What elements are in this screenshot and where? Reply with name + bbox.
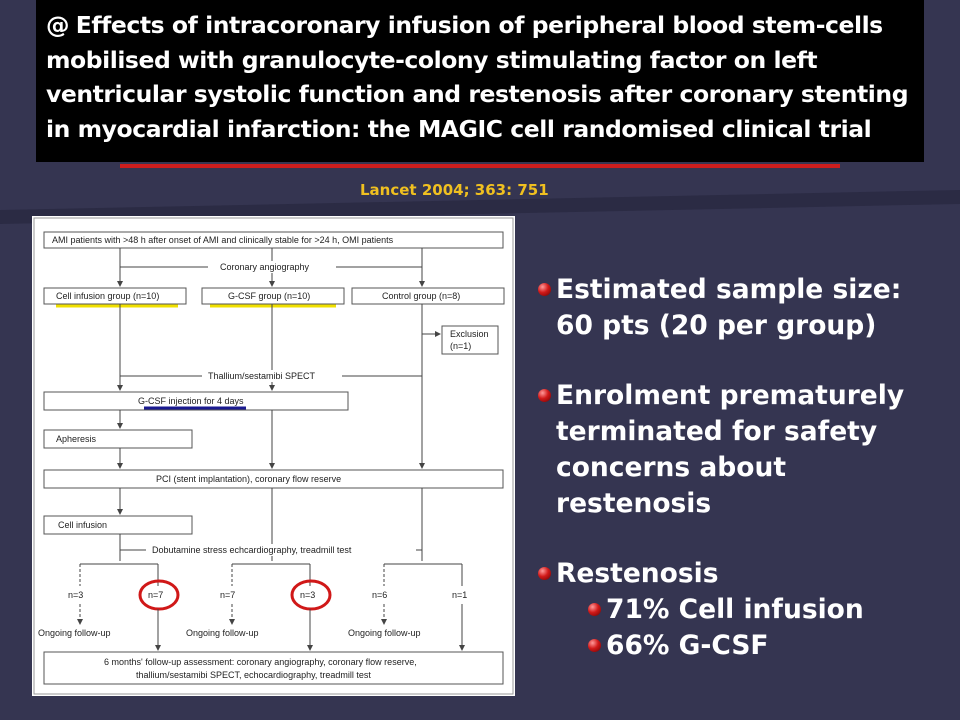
count-cell-ongoing: n=3 — [68, 590, 83, 600]
text-cell-infusion: Cell infusion — [58, 520, 107, 530]
text-cell-group: Cell infusion group (n=10) — [56, 291, 159, 301]
bullet-restenosis: Restenosis — [538, 556, 958, 592]
count-control-ongoing: n=6 — [372, 590, 387, 600]
box-eligibility — [43, 231, 504, 249]
title-line-3: ventricular systolic function and resten… — [46, 80, 909, 108]
text-followup-gcsf: Ongoing follow-up — [186, 628, 259, 638]
text-apheresis: Apheresis — [56, 434, 97, 444]
box-apheresis — [43, 429, 193, 449]
text-final-line-1: 6 months' follow-up assessment: coronary… — [104, 657, 417, 667]
text-spect: Thallium/sestamibi SPECT — [208, 371, 316, 381]
red-bullet-icon — [538, 283, 551, 296]
box-final-assessment — [43, 651, 504, 685]
text-dobutamine: Dobutamine stress echcardiography, tread… — [152, 545, 352, 555]
bullet-enrolment-line-4: restenosis — [556, 488, 712, 519]
text-gcsf-injection: G-CSF injection for 4 days — [138, 396, 244, 406]
key-points: Estimated sample size: 60 pts (20 per gr… — [538, 272, 958, 664]
bullet-enrolment-line-3: concerns about — [556, 452, 786, 483]
text-pci: PCI (stent implantation), coronary flow … — [156, 474, 341, 484]
box-exclusion — [441, 325, 499, 355]
sub-bullet-gcsf: 66% G-CSF — [588, 628, 958, 664]
sub-bullet-gcsf-text: 66% G-CSF — [606, 630, 769, 661]
bullet-restenosis-label: Restenosis — [556, 558, 719, 589]
bullet-enrolment-line-1: Enrolment prematurely — [556, 380, 905, 411]
red-bullet-icon — [588, 603, 601, 616]
box-gcsf-injection — [43, 391, 349, 411]
box-gcsf-group — [201, 287, 345, 305]
text-eligibility: AMI patients with >48 h after onset of A… — [52, 235, 394, 245]
flowchart-svg: AMI patients with >48 h after onset of A… — [33, 217, 514, 695]
text-followup-control: Ongoing follow-up — [348, 628, 421, 638]
lancet-logo-icon: @ — [46, 11, 70, 39]
title-box: @ Effects of intracoronary infusion of p… — [36, 0, 924, 162]
title-line-2: mobilised with granulocyte-colony stimul… — [46, 45, 818, 74]
citation: Lancet 2004; 363: 751 — [360, 181, 549, 199]
box-cell-group — [43, 287, 187, 305]
highlight-circle-cell — [138, 579, 180, 611]
text-final-line-2: thallium/sestamibi SPECT, echocardiograp… — [136, 670, 371, 680]
count-gcsf-ongoing: n=7 — [220, 590, 235, 600]
bullet-sample-line-2: 60 pts (20 per group) — [556, 310, 877, 341]
count-cell-complete: n=7 — [148, 590, 163, 600]
box-cell-infusion — [43, 515, 193, 535]
sub-bullet-cell-infusion: 71% Cell infusion — [588, 592, 958, 628]
text-exclusion: Exclusion — [450, 329, 489, 339]
count-control-complete: n=1 — [452, 590, 467, 600]
red-bullet-icon — [538, 567, 551, 580]
text-exclusion-n: (n=1) — [450, 341, 471, 351]
box-pci — [43, 469, 504, 489]
title-line-1: @ Effects of intracoronary infusion of p… — [46, 8, 914, 43]
text-followup-cell: Ongoing follow-up — [38, 628, 111, 638]
bullet-sample-line-1: Estimated sample size: — [556, 274, 902, 305]
trial-flowchart: AMI patients with >48 h after onset of A… — [32, 216, 515, 696]
box-control-group — [351, 287, 505, 305]
count-gcsf-complete: n=3 — [300, 590, 315, 600]
text-control-group: Control group (n=8) — [382, 291, 460, 301]
bullet-sample-size: Estimated sample size: 60 pts (20 per gr… — [538, 272, 958, 344]
red-bullet-icon — [588, 639, 601, 652]
text-gcsf-group: G-CSF group (n=10) — [228, 291, 310, 301]
bullet-enrolment-line-2: terminated for safety — [556, 416, 878, 447]
text-angiography: Coronary angiography — [220, 262, 310, 272]
sub-bullet-cell-infusion-text: 71% Cell infusion — [606, 594, 864, 625]
highlight-circle-gcsf — [290, 579, 332, 611]
title-underline — [120, 164, 840, 168]
slide-title: @ Effects of intracoronary infusion of p… — [46, 8, 914, 146]
red-bullet-icon — [538, 389, 551, 402]
bullet-enrolment: Enrolment prematurely terminated for saf… — [538, 378, 958, 522]
title-line-4: in myocardial infarction: the MAGIC cell… — [46, 114, 872, 143]
